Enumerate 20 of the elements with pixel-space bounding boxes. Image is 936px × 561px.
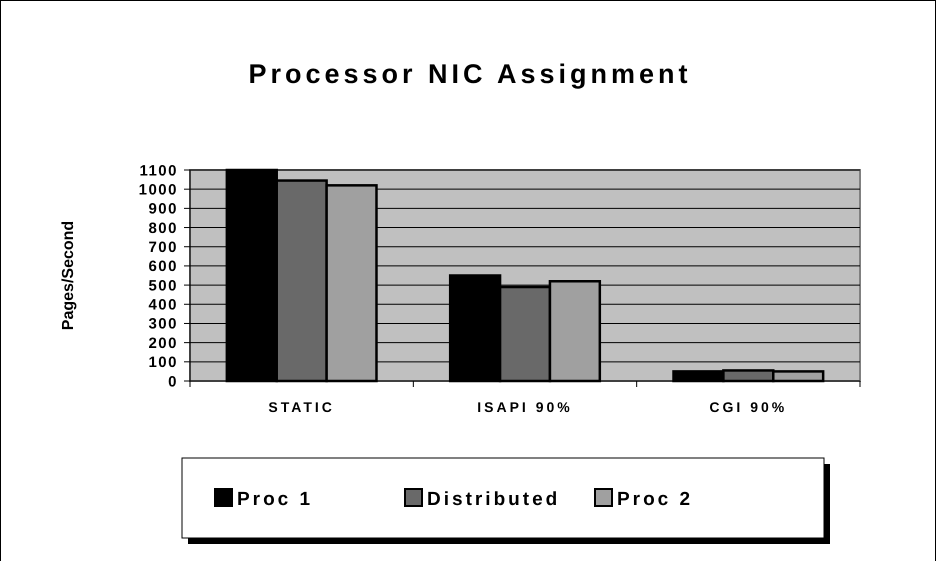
chart-title: Processor NIC Assignment (248, 59, 692, 89)
legend-label: Proc 2 (617, 489, 694, 510)
y-tick-label: 700 (148, 238, 178, 256)
y-tick-label: 300 (148, 316, 178, 333)
y-tick-label: 200 (148, 334, 178, 352)
x-tick-label: STATIC (268, 399, 335, 415)
y-tick-label: 600 (148, 258, 178, 276)
legend-label: Proc 1 (237, 489, 314, 510)
y-tick-label: 1100 (139, 162, 178, 180)
y-tick-label: 0 (168, 373, 178, 390)
x-tick-label: ISAPI 90% (477, 399, 573, 415)
y-tick-label: 400 (148, 296, 178, 314)
x-tick-label: CGI 90% (709, 399, 788, 415)
y-tick-label: 500 (148, 277, 178, 294)
y-tick-label: 1000 (138, 181, 178, 198)
legend-label: Distributed (427, 489, 560, 510)
y-tick-label: 900 (148, 200, 178, 218)
y-axis-title: Pages/Second (60, 220, 77, 330)
y-tick-label: 100 (148, 354, 178, 372)
y-tick-label: 800 (148, 220, 178, 237)
